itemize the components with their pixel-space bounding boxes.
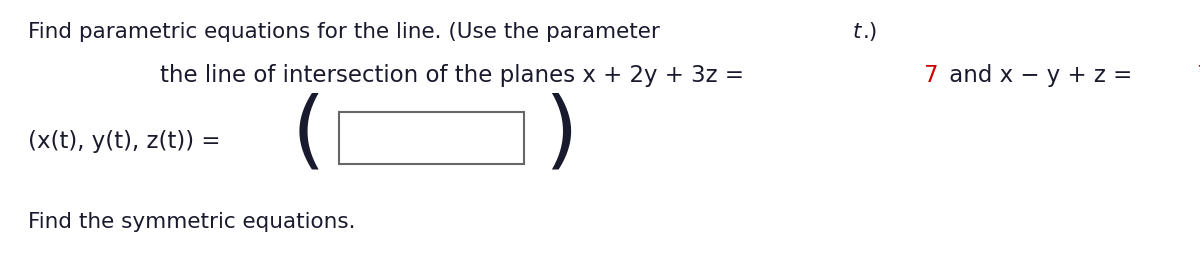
Text: 7: 7 (923, 64, 937, 87)
Text: ): ) (544, 92, 577, 176)
Text: and x − y + z =: and x − y + z = (942, 64, 1139, 87)
Text: t: t (852, 22, 860, 42)
Text: (: ( (292, 92, 325, 176)
Text: 7: 7 (1196, 64, 1200, 87)
Bar (338, 112, 524, 164)
Text: (x(t), y(t), z(t)) =: (x(t), y(t), z(t)) = (28, 130, 228, 153)
Text: Find the symmetric equations.: Find the symmetric equations. (28, 212, 355, 232)
Text: the line of intersection of the planes x + 2y + 3z =: the line of intersection of the planes x… (160, 64, 751, 87)
Text: .): .) (863, 22, 878, 42)
Text: Find parametric equations for the line. (Use the parameter: Find parametric equations for the line. … (28, 22, 667, 42)
